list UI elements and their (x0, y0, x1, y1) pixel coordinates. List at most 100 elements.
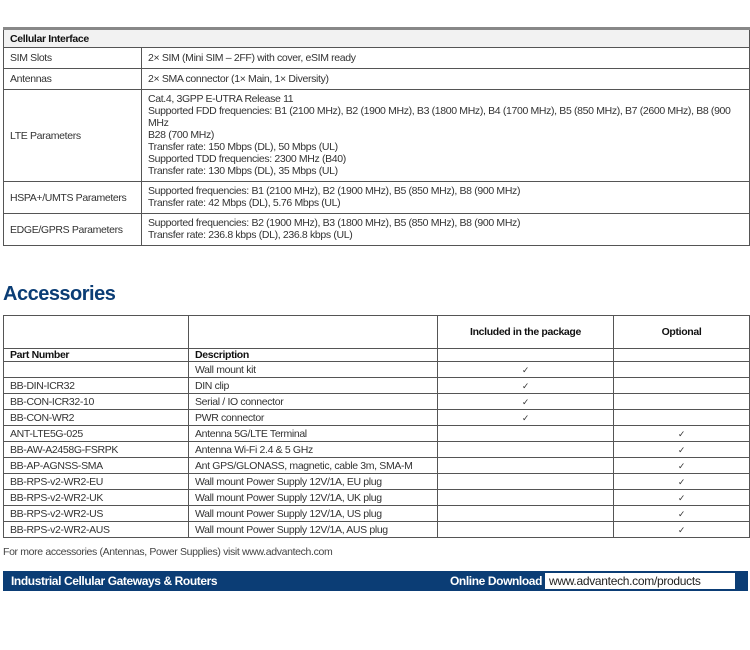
part-number: BB-DIN-ICR32 (3, 377, 189, 394)
description: Antenna 5G/LTE Terminal (188, 425, 438, 442)
optional-cell: ✓ (613, 489, 750, 506)
description: Wall mount Power Supply 12V/1A, UK plug (188, 489, 438, 506)
description: Wall mount kit (188, 361, 438, 378)
included-cell: ✓ (437, 361, 614, 378)
included-cell: ✓ (437, 393, 614, 410)
optional-header: Optional (613, 315, 750, 349)
part-number: BB-AP-AGNSS-SMA (3, 457, 189, 474)
accessory-row: BB-RPS-v2-WR2-UK Wall mount Power Supply … (3, 489, 750, 506)
included-cell (437, 473, 614, 490)
spec-value: Supported frequencies: B1 (2100 MHz), B2… (141, 181, 750, 214)
spec-value-line: 2× SMA connector (1× Main, 1× Diversity) (148, 72, 329, 85)
description: Ant GPS/GLONASS, magnetic, cable 3m, SMA… (188, 457, 438, 474)
included-cell (437, 521, 614, 538)
footer-title: Industrial Cellular Gateways & Routers (11, 574, 218, 588)
description: Antenna Wi-Fi 2.4 & 5 GHz (188, 441, 438, 458)
description: Serial / IO connector (188, 393, 438, 410)
optional-cell (613, 393, 750, 410)
part-number: BB-AW-A2458G-FSRPK (3, 441, 189, 458)
online-download-link[interactable]: www.advantech.com/products (545, 573, 735, 589)
description: Wall mount Power Supply 12V/1A, US plug (188, 505, 438, 522)
part-number: BB-RPS-v2-WR2-AUS (3, 521, 189, 538)
part-number: BB-RPS-v2-WR2-EU (3, 473, 189, 490)
included-cell: ✓ (437, 377, 614, 394)
included-header: Included in the package (437, 315, 614, 349)
accessories-footnote: For more accessories (Antennas, Power Su… (3, 546, 333, 558)
accessory-row: Wall mount kit ✓ (3, 361, 750, 378)
optional-cell (613, 361, 750, 378)
checkmark-icon: ✓ (521, 396, 530, 407)
part-number: BB-RPS-v2-WR2-US (3, 505, 189, 522)
footer-bar: Industrial Cellular Gateways & Routers O… (3, 571, 748, 591)
accessory-row: BB-RPS-v2-WR2-AUS Wall mount Power Supply… (3, 521, 750, 538)
description: DIN clip (188, 377, 438, 394)
checkmark-icon: ✓ (677, 508, 686, 519)
accessory-row: BB-CON-ICR32-10 Serial / IO connector ✓ (3, 393, 750, 410)
empty-header (437, 348, 614, 362)
checkmark-icon: ✓ (677, 460, 686, 471)
spec-value-line: Transfer rate: 42 Mbps (DL), 5.76 Mbps (… (148, 197, 341, 209)
checkmark-icon: ✓ (677, 524, 686, 535)
accessory-row: BB-AP-AGNSS-SMA Ant GPS/GLONASS, magnetic… (3, 457, 750, 474)
empty-header (3, 315, 189, 349)
spec-value-line: Supported frequencies: B1 (2100 MHz), B2… (148, 185, 521, 197)
part-number: ANT-LTE5G-025 (3, 425, 189, 442)
checkmark-icon: ✓ (521, 412, 530, 423)
description-header: Description (188, 348, 438, 362)
checkmark-icon: ✓ (677, 476, 686, 487)
checkmark-icon: ✓ (677, 444, 686, 455)
included-cell: ✓ (437, 409, 614, 426)
description: PWR connector (188, 409, 438, 426)
spec-row: EDGE/GPRS Parameters Supported frequencie… (3, 213, 750, 246)
cellular-interface-title: Cellular Interface (3, 28, 750, 48)
spec-value-line: Transfer rate: 236.8 kbps (DL), 236.8 kb… (148, 229, 353, 241)
spec-value-line: Supported frequencies: B2 (1900 MHz), B3… (148, 217, 521, 229)
spec-row: SIM Slots 2× SIM (Mini SIM – 2FF) with co… (3, 47, 750, 69)
checkmark-icon: ✓ (677, 428, 686, 439)
spec-value-line: Cat.4, 3GPP E-UTRA Release 11 (148, 93, 294, 105)
part-number: BB-RPS-v2-WR2-UK (3, 489, 189, 506)
spec-value-line: Transfer rate: 150 Mbps (DL), 50 Mbps (U… (148, 141, 338, 153)
checkmark-icon: ✓ (521, 364, 530, 375)
spec-value-line: Supported TDD frequencies: 2300 MHz (B40… (148, 153, 346, 165)
description: Wall mount Power Supply 12V/1A, EU plug (188, 473, 438, 490)
part-number: BB-CON-ICR32-10 (3, 393, 189, 410)
spec-value-line: Transfer rate: 130 Mbps (DL), 35 Mbps (U… (148, 165, 338, 177)
spec-label: EDGE/GPRS Parameters (3, 213, 142, 246)
empty-header (613, 348, 750, 362)
accessory-row: BB-DIN-ICR32 DIN clip ✓ (3, 377, 750, 394)
cellular-interface-table: Cellular Interface SIM Slots 2× SIM (Mini… (3, 27, 750, 246)
optional-cell: ✓ (613, 473, 750, 490)
spec-value: Supported frequencies: B2 (1900 MHz), B3… (141, 213, 750, 246)
accessory-row: BB-AW-A2458G-FSRPK Antenna Wi-Fi 2.4 & 5 … (3, 441, 750, 458)
spec-value-line: Supported FDD frequencies: B1 (2100 MHz)… (148, 105, 731, 129)
online-download-label: Online Download (450, 574, 542, 588)
empty-header (188, 315, 438, 349)
optional-cell (613, 409, 750, 426)
spec-value: 2× SMA connector (1× Main, 1× Diversity) (141, 68, 750, 90)
accessory-row: BB-CON-WR2 PWR connector ✓ (3, 409, 750, 426)
accessory-row: BB-RPS-v2-WR2-EU Wall mount Power Supply … (3, 473, 750, 490)
spec-label: HSPA+/UMTS Parameters (3, 181, 142, 214)
included-cell (437, 505, 614, 522)
checkmark-icon: ✓ (521, 380, 530, 391)
optional-cell: ✓ (613, 457, 750, 474)
included-cell (437, 489, 614, 506)
part-number: BB-CON-WR2 (3, 409, 189, 426)
spec-value: 2× SIM (Mini SIM – 2FF) with cover, eSIM… (141, 47, 750, 69)
spec-value-line: B28 (700 MHz) (148, 129, 215, 141)
spec-row: Antennas 2× SMA connector (1× Main, 1× Di… (3, 68, 750, 90)
optional-cell: ✓ (613, 425, 750, 442)
spec-label: Antennas (3, 68, 142, 90)
spec-label: LTE Parameters (3, 89, 142, 182)
spec-row: LTE Parameters Cat.4, 3GPP E-UTRA Release… (3, 89, 750, 182)
included-cell (437, 457, 614, 474)
part-number (3, 361, 189, 378)
optional-cell (613, 377, 750, 394)
spec-value-line: 2× SIM (Mini SIM – 2FF) with cover, eSIM… (148, 51, 356, 64)
spec-row: HSPA+/UMTS Parameters Supported frequenci… (3, 181, 750, 214)
included-cell (437, 425, 614, 442)
description: Wall mount Power Supply 12V/1A, AUS plug (188, 521, 438, 538)
accessory-row: BB-RPS-v2-WR2-US Wall mount Power Supply … (3, 505, 750, 522)
accessories-table: Included in the package Optional Part Nu… (3, 315, 750, 538)
